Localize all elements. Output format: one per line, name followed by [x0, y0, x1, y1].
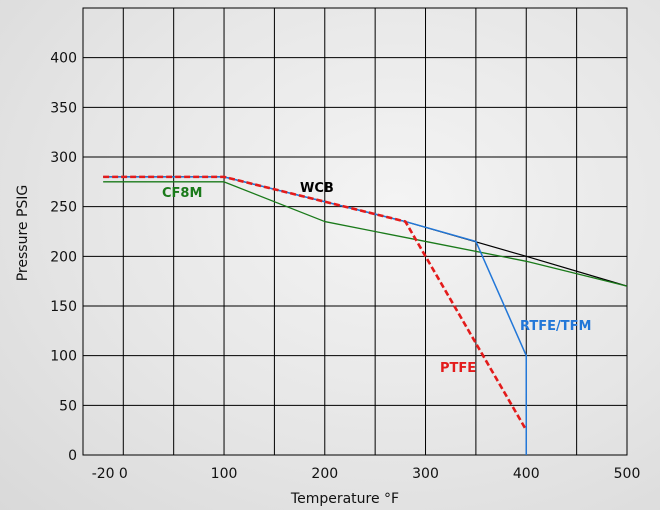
y-tick-label: 350 — [50, 100, 77, 116]
series-line-rtfe-tfm — [103, 176, 528, 455]
plot-frame — [82, 7, 628, 456]
y-tick-label: 200 — [50, 249, 77, 265]
series-label-wcb: WCB — [300, 181, 334, 196]
series-label-cf8m: CF8M — [162, 186, 202, 201]
series-label-ptfe: PTFE — [440, 361, 476, 376]
y-axis-ticks: 0 50 100 150 200 250 300 350 400 — [50, 51, 77, 464]
x-tick-label: 400 — [513, 466, 540, 482]
x-tick-label: 500 — [614, 466, 641, 482]
y-axis-title: Pressure PSIG — [15, 185, 31, 282]
y-tick-label: 0 — [68, 448, 77, 464]
y-tick-label: 250 — [50, 200, 77, 216]
series-line-ptfe — [103, 175, 528, 431]
x-tick-label: 200 — [311, 466, 338, 482]
series-labels: WCB CF8M PTFE RTFE/TFM — [162, 181, 592, 376]
series-label-rtfe-tfm: RTFE/TFM — [520, 319, 592, 334]
x-tick-label: 300 — [412, 466, 439, 482]
grid — [82, 7, 628, 456]
x-axis-title: Temperature °F — [290, 491, 399, 507]
x-tick-label: -20 — [92, 466, 115, 482]
y-tick-label: 100 — [50, 349, 77, 365]
y-tick-label: 400 — [50, 51, 77, 67]
y-tick-label: 150 — [50, 299, 77, 315]
y-tick-label: 300 — [50, 150, 77, 166]
x-tick-label: 100 — [211, 466, 238, 482]
x-tick-label: 0 — [119, 466, 128, 482]
x-axis-ticks: -20 0 100 200 300 400 500 — [92, 466, 641, 482]
series-lines — [103, 175, 628, 455]
series-line-cf8m — [103, 181, 628, 287]
y-tick-label: 50 — [59, 398, 77, 414]
